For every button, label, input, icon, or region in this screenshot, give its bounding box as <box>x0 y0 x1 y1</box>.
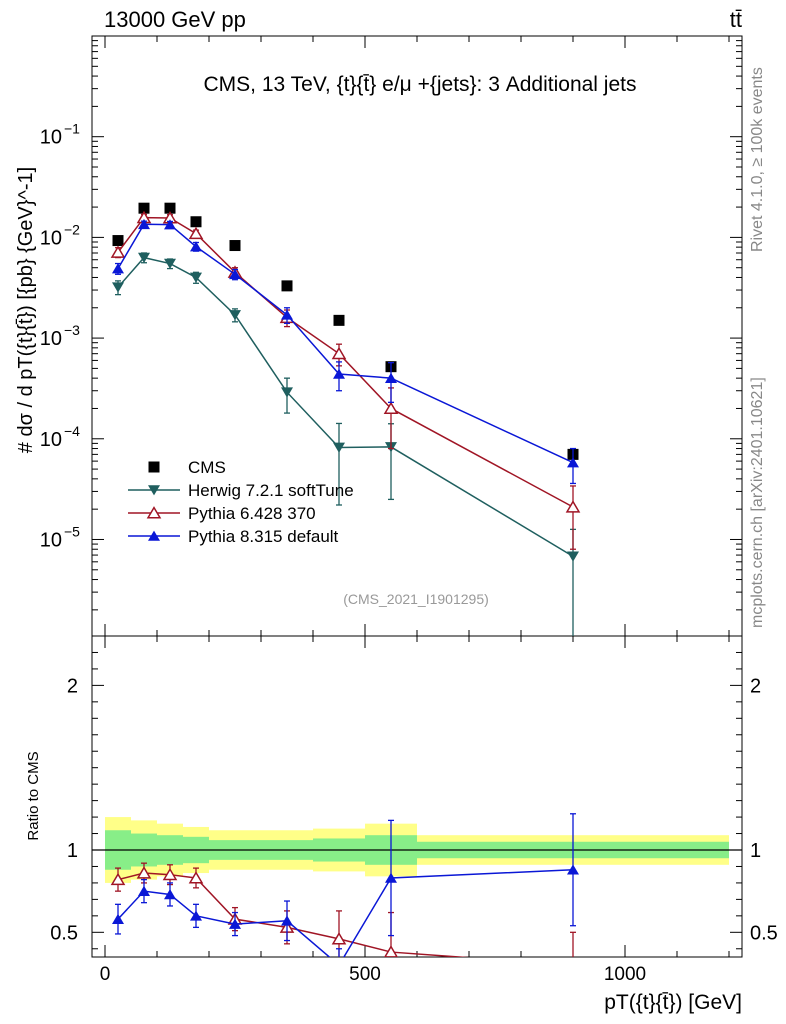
data-point <box>164 202 176 214</box>
analysis-label: (CMS_2021_I1901295) <box>343 591 489 607</box>
series-cms <box>112 202 579 460</box>
ratio-series-pythia-6-428-370 <box>110 862 579 970</box>
y-tick-label: 10 <box>40 227 62 249</box>
ratio-point <box>110 872 126 886</box>
legend-label: Pythia 6.428 370 <box>188 504 316 523</box>
data-point <box>281 280 293 292</box>
ratio-point <box>138 885 150 896</box>
data-point <box>333 442 345 453</box>
x-axis-title: pT({t}{t̄}) [GeV] <box>604 991 742 1014</box>
ratio-panel-frame <box>91 635 743 958</box>
data-point <box>190 272 202 283</box>
legend-label: Pythia 8.315 default <box>188 527 339 546</box>
mcplots-label: mcplots.cern.ch [arXiv:2401.10621] <box>749 377 766 628</box>
y-tick-label: 10 <box>40 429 62 451</box>
y-tick-label: 10 <box>40 127 62 149</box>
ratio-point <box>190 910 202 921</box>
legend-marker <box>148 485 160 496</box>
ratio-tick-label-right: 0.5 <box>750 922 778 944</box>
ratio-tick-label-right: 2 <box>750 675 761 697</box>
ratio-line <box>117 872 470 957</box>
legend-marker <box>148 530 160 541</box>
ratio-point <box>164 889 176 900</box>
data-point <box>112 263 124 274</box>
series-herwig-7-2-1-softtune <box>112 252 579 636</box>
x-tick-label: 1000 <box>604 964 646 985</box>
legend-label: CMS <box>188 458 226 477</box>
y-tick-exponent: −5 <box>64 523 80 539</box>
ratio-point <box>162 867 178 881</box>
y-tick-exponent: −2 <box>64 221 80 237</box>
legend-label: Herwig 7.2.1 softTune <box>188 481 354 500</box>
process-label: tt̄ <box>730 7 742 32</box>
data-point <box>229 268 241 280</box>
ratio-line <box>117 869 574 957</box>
data-point <box>229 310 241 321</box>
data-point <box>138 202 150 214</box>
ratio-point <box>136 866 152 879</box>
data-point <box>110 245 126 258</box>
ratio-point <box>229 918 241 929</box>
legend-marker <box>146 506 162 519</box>
data-point <box>190 216 202 228</box>
data-point <box>567 551 579 562</box>
data-point <box>112 282 124 293</box>
ratio-tick-label-left: 0.5 <box>50 922 78 944</box>
data-point <box>164 219 176 230</box>
data-point <box>164 258 176 269</box>
series-line <box>117 256 574 557</box>
x-tick-label: 500 <box>349 964 381 985</box>
data-point <box>567 457 579 468</box>
ratio-point <box>331 932 347 945</box>
main-panel-frame <box>91 35 743 637</box>
ratio-point <box>567 864 579 875</box>
data-point <box>383 401 399 415</box>
ratio-point <box>112 913 124 924</box>
ratio-point <box>385 872 397 883</box>
ratio-tick-label-left: 2 <box>67 675 78 697</box>
data-point <box>188 226 204 240</box>
ratio-tick-label-right: 1 <box>750 840 761 862</box>
data-point <box>385 372 397 383</box>
data-point <box>138 252 150 263</box>
series-line <box>117 223 574 464</box>
y-tick-label: 10 <box>40 328 62 350</box>
rivet-label: Rivet 4.1.0, ≥ 100k events <box>749 67 766 252</box>
ratio-tick-label-left: 1 <box>67 840 78 862</box>
y-axis-title: # dσ / d pT({t}{t̄}) [{pb} {GeV}^-1] <box>15 167 37 453</box>
data-point <box>565 500 581 513</box>
data-point <box>281 309 293 320</box>
ratio-point <box>384 945 398 957</box>
y-tick-exponent: −4 <box>64 423 80 439</box>
energy-label: 13000 GeV pp <box>104 7 246 32</box>
series-pythia-8-315-default <box>112 218 579 485</box>
ratio-series-pythia-8-315-default <box>112 813 579 970</box>
series-line <box>117 216 574 508</box>
ratio-point <box>567 960 579 970</box>
data-point <box>331 346 347 360</box>
data-point <box>333 314 345 326</box>
ratio-point <box>188 871 204 884</box>
y-tick-exponent: −3 <box>64 322 80 338</box>
data-point <box>112 235 124 247</box>
legend-marker <box>148 461 160 473</box>
ratio-point <box>333 960 345 970</box>
data-point <box>190 241 202 252</box>
data-point <box>138 218 150 230</box>
data-point <box>333 368 345 379</box>
x-tick-label: 0 <box>100 964 111 985</box>
chart-title: CMS, 13 TeV, {t}{t̄} e/μ +{jets}: 3 Addi… <box>204 73 637 96</box>
ratio-point <box>281 915 293 926</box>
y-tick-label: 10 <box>40 529 62 551</box>
data-point <box>229 240 241 252</box>
ratio-y-axis-title: Ratio to CMS <box>25 751 42 840</box>
data-point <box>281 387 293 398</box>
y-tick-exponent: −1 <box>64 121 80 137</box>
